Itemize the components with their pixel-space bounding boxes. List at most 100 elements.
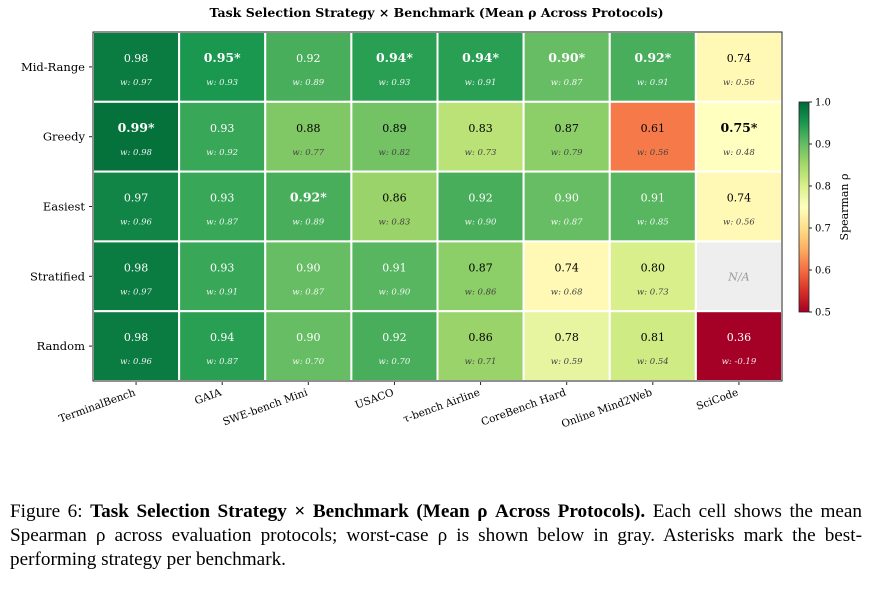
heatmap-cell [92, 170, 181, 243]
cell-worst-label: w: 0.70 [379, 357, 411, 367]
cell-mean-label: 0.80 [641, 261, 666, 274]
cell-worst-label: w: 0.83 [379, 218, 411, 228]
row-label: Random [37, 339, 85, 353]
cell-worst-label: w: 0.97 [120, 78, 152, 88]
heatmap-cell [608, 310, 697, 383]
cell-mean-label: 0.93 [210, 261, 235, 274]
heatmap-cell [522, 310, 611, 383]
heatmap-cell [436, 100, 525, 173]
cell-mean-label: 0.75* [720, 120, 757, 135]
heatmap-cell [522, 31, 611, 103]
cell-worst-label: w: 0.96 [120, 218, 152, 228]
heatmap-cell [264, 240, 353, 313]
cell-worst-label: w: -0.19 [722, 357, 757, 367]
cell-worst-label: w: 0.90 [465, 218, 497, 228]
cell-worst-label: w: 0.87 [206, 218, 238, 228]
cell-mean-label: 0.86 [468, 331, 493, 344]
cell-worst-label: w: 0.54 [637, 357, 669, 367]
heatmap-cell [350, 310, 439, 383]
colorbar-tick-label: 0.6 [815, 266, 831, 277]
cell-worst-label: w: 0.73 [637, 287, 669, 297]
cell-mean-label: 0.94* [376, 50, 413, 65]
cell-worst-label: w: 0.92 [206, 148, 238, 158]
cell-worst-label: w: 0.89 [292, 218, 324, 228]
cell-mean-label: 0.90 [554, 192, 579, 205]
cell-mean-label: 0.74 [727, 192, 752, 205]
heatmap-cell [178, 240, 267, 313]
cell-worst-label: w: 0.96 [120, 357, 152, 367]
column-label: SWE-bench Mini [221, 386, 310, 428]
heatmap-frame [92, 31, 783, 382]
cell-worst-label: w: 0.73 [465, 148, 497, 158]
row-label: Greedy [43, 130, 86, 144]
cell-mean-label: 0.93 [210, 122, 235, 135]
heatmap-cell [608, 170, 697, 243]
cell-worst-label: w: 0.86 [465, 287, 497, 297]
heatmap-cell [522, 100, 611, 173]
cell-worst-label: w: 0.98 [120, 148, 152, 158]
cell-mean-label: 0.98 [124, 261, 149, 274]
heatmap-cell [608, 31, 697, 103]
heatmap-cell [264, 31, 353, 103]
caption-prefix: Figure 6: [10, 501, 91, 522]
column-label: GAIA [193, 386, 224, 407]
cell-mean-label: 0.89 [382, 122, 407, 135]
heatmap-cell [178, 310, 267, 383]
cell-worst-label: w: 0.90 [379, 287, 411, 297]
cell-mean-label: 0.36 [727, 331, 752, 344]
heatmap-cell [350, 31, 439, 103]
cell-worst-label: w: 0.59 [551, 357, 583, 367]
colorbar-gradient [798, 101, 810, 313]
cell-worst-label: w: 0.56 [723, 78, 755, 88]
cell-mean-label: 0.61 [641, 122, 666, 135]
heatmap-cell [694, 170, 783, 243]
row-label: Easiest [43, 200, 86, 214]
cell-mean-label: 0.81 [641, 331, 666, 344]
cell-mean-label: 0.74 [727, 52, 752, 65]
cell-mean-label: 0.88 [296, 122, 321, 135]
cell-mean-label: 0.91 [382, 261, 407, 274]
heatmap-cell [522, 170, 611, 243]
heatmap-cell [350, 170, 439, 243]
column-label: USACO [354, 386, 396, 411]
cell-worst-label: w: 0.93 [379, 78, 411, 88]
heatmap-cell [436, 31, 525, 103]
chart-title: Task Selection Strategy × Benchmark (Mea… [209, 5, 663, 20]
heatmap-cell [350, 240, 439, 313]
cell-mean-label: 0.90 [296, 261, 321, 274]
colorbar-tick-label: 1.0 [815, 98, 831, 109]
column-label: Online Mind2Web [560, 386, 654, 430]
heatmap-cell [178, 31, 267, 103]
row-label: Mid-Range [21, 60, 85, 74]
heatmap-cell [522, 240, 611, 313]
heatmap-figure: Task Selection Strategy × Benchmark (Mea… [21, 5, 851, 430]
cell-mean-label: 0.94* [462, 50, 499, 65]
colorbar-tick-label: 0.9 [815, 140, 831, 151]
cell-mean-label: 0.95* [204, 50, 241, 65]
cell-mean-label: 0.98 [124, 331, 149, 344]
colorbar-tick-label: 0.5 [815, 308, 831, 319]
cell-worst-label: w: 0.87 [551, 218, 583, 228]
figure-caption: Figure 6: Task Selection Strategy × Benc… [10, 500, 862, 572]
cell-worst-label: w: 0.91 [465, 78, 497, 88]
row-labels: Mid-Range Greedy Easiest Stratified Random [21, 60, 93, 353]
cell-mean-label: 0.91 [641, 192, 666, 205]
heatmap-cell [436, 310, 525, 383]
cell-worst-label: w: 0.77 [292, 148, 324, 158]
column-label: τ-bench Airline [402, 387, 482, 426]
cell-mean-label: 0.90 [296, 331, 321, 344]
cell-worst-label: w: 0.56 [637, 148, 669, 158]
heatmap-cell [92, 240, 181, 313]
cell-worst-label: w: 0.68 [551, 287, 583, 297]
cell-mean-label: 0.92 [468, 192, 493, 205]
heatmap-cell [264, 100, 353, 173]
column-label: SciCode [695, 387, 740, 413]
heatmap-cell [436, 240, 525, 313]
cell-worst-label: w: 0.89 [292, 78, 324, 88]
cell-mean-label: 0.78 [554, 331, 579, 344]
colorbar-label: Spearman ρ [838, 174, 851, 241]
cell-mean-label: 0.92* [634, 50, 671, 65]
cell-mean-label: 0.87 [554, 122, 579, 135]
heatmap-cell [436, 170, 525, 243]
cell-worst-label: w: 0.87 [206, 357, 238, 367]
